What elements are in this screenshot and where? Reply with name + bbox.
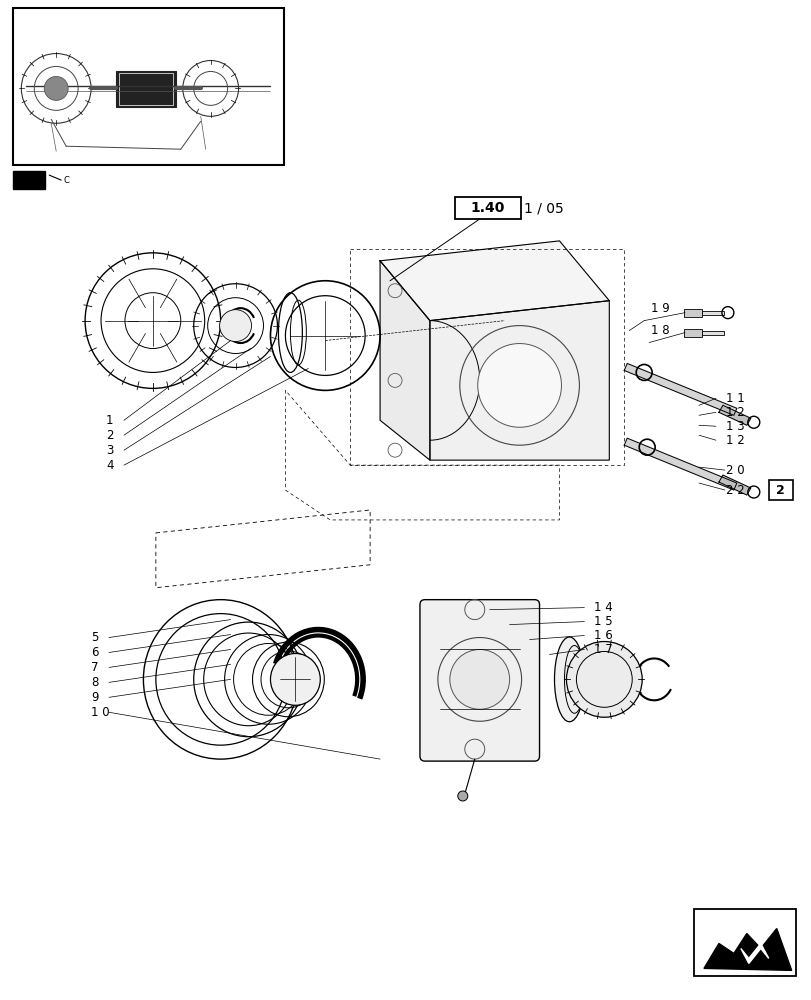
Circle shape	[449, 649, 509, 709]
Circle shape	[477, 344, 560, 427]
Polygon shape	[718, 475, 750, 495]
Text: 1 0: 1 0	[91, 706, 109, 719]
Circle shape	[44, 76, 68, 100]
Text: 2 2: 2 2	[725, 484, 744, 497]
Text: 8: 8	[91, 676, 98, 689]
Text: 9: 9	[91, 691, 98, 704]
Polygon shape	[380, 241, 608, 321]
Text: 7: 7	[91, 661, 98, 674]
Circle shape	[219, 310, 251, 342]
Text: 4: 4	[106, 459, 114, 472]
Text: 6: 6	[91, 646, 98, 659]
Text: 1 2: 1 2	[725, 434, 744, 447]
Bar	[702, 331, 723, 335]
Text: 3: 3	[106, 444, 114, 457]
Text: 1 3: 1 3	[725, 420, 744, 433]
Bar	[13, 8, 284, 165]
Polygon shape	[718, 405, 750, 425]
Polygon shape	[624, 438, 736, 490]
Bar	[13, 171, 45, 189]
Text: 1 / 05: 1 / 05	[523, 201, 563, 215]
Bar	[768, 480, 792, 500]
Text: 5: 5	[91, 631, 98, 644]
Text: C: C	[63, 176, 69, 185]
Polygon shape	[624, 363, 736, 415]
Bar	[683, 329, 702, 337]
Text: 1: 1	[106, 414, 114, 427]
Text: 1.40: 1.40	[470, 201, 504, 215]
Bar	[702, 311, 723, 315]
Polygon shape	[429, 301, 608, 460]
Bar	[119, 73, 173, 105]
Text: 1 1: 1 1	[725, 392, 744, 405]
Circle shape	[566, 642, 642, 717]
Polygon shape	[740, 943, 768, 963]
FancyBboxPatch shape	[419, 600, 539, 761]
Bar	[693, 909, 795, 976]
Text: 1 4: 1 4	[594, 601, 612, 614]
Text: 2 0: 2 0	[725, 464, 744, 477]
Text: 2: 2	[106, 429, 114, 442]
Text: 2: 2	[775, 484, 784, 497]
Circle shape	[457, 791, 467, 801]
Text: 1 5: 1 5	[594, 615, 612, 628]
Bar	[683, 309, 702, 317]
Ellipse shape	[554, 637, 584, 722]
Bar	[116, 71, 175, 107]
Polygon shape	[703, 929, 791, 970]
Text: 1 2: 1 2	[725, 406, 744, 419]
Bar	[454, 197, 520, 219]
Ellipse shape	[270, 653, 320, 705]
Text: 1 6: 1 6	[594, 629, 612, 642]
Text: 1 7: 1 7	[594, 643, 612, 656]
Text: 1 9: 1 9	[650, 302, 669, 315]
Text: 1 8: 1 8	[650, 324, 669, 337]
Polygon shape	[380, 261, 429, 460]
